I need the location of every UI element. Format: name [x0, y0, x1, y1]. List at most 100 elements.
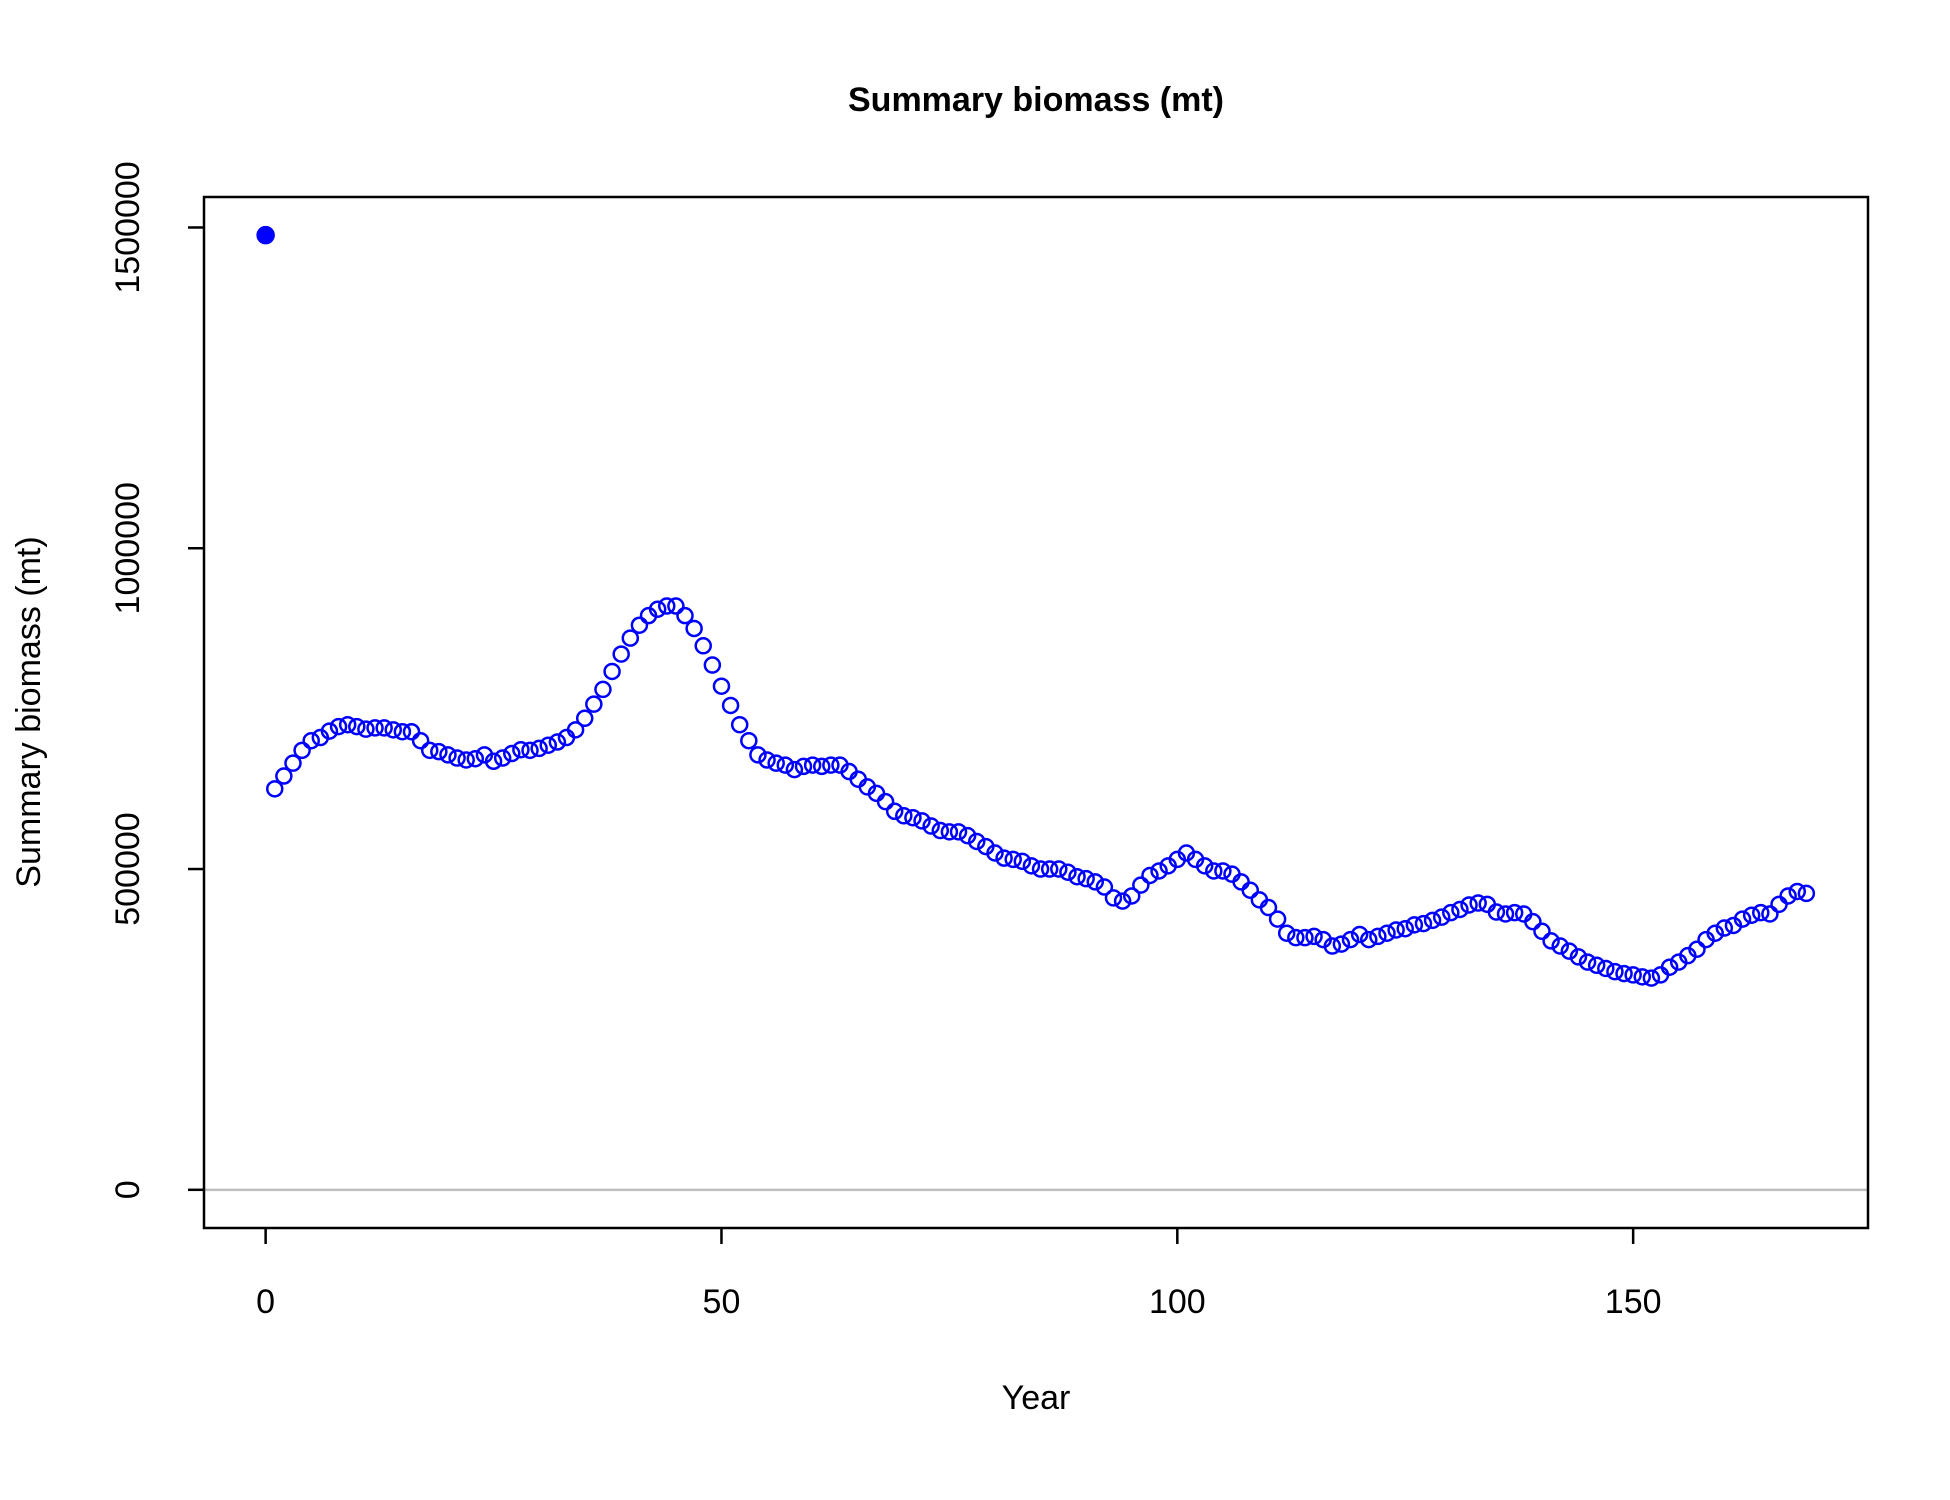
point [1059, 863, 1077, 881]
point [1715, 919, 1734, 937]
point [493, 749, 512, 767]
point [758, 751, 776, 769]
point [813, 757, 831, 776]
point [967, 832, 986, 851]
point [1524, 912, 1542, 931]
x-tick-label: 50 [703, 1283, 741, 1321]
point [1104, 889, 1123, 907]
point [1077, 869, 1095, 888]
plot-frame [202, 195, 1870, 1230]
point [1487, 903, 1506, 921]
point [1615, 964, 1633, 983]
point [1068, 867, 1086, 886]
point [1040, 860, 1059, 878]
point [1323, 937, 1342, 955]
point [521, 741, 539, 760]
point [776, 756, 795, 774]
point [1287, 928, 1305, 947]
point [785, 760, 804, 779]
point [895, 807, 913, 825]
point [1761, 905, 1779, 923]
point [1013, 852, 1032, 871]
point [1132, 876, 1150, 894]
x-tick-label: 150 [1605, 1283, 1662, 1321]
point [1542, 932, 1560, 950]
point [1296, 928, 1314, 947]
point [1642, 969, 1661, 987]
point [1733, 910, 1752, 928]
point [1569, 948, 1588, 966]
point [995, 849, 1013, 867]
point [1360, 930, 1378, 949]
x-tick-label: 0 [256, 1283, 275, 1321]
point [1560, 942, 1579, 960]
point [1195, 857, 1214, 875]
point [320, 722, 339, 740]
point [1423, 911, 1442, 930]
point [284, 754, 302, 772]
point [1451, 900, 1469, 919]
point [1660, 958, 1679, 976]
point [1797, 884, 1816, 903]
point [749, 746, 767, 764]
point [1551, 937, 1569, 955]
point [256, 225, 275, 245]
point [265, 780, 284, 798]
point [575, 709, 594, 728]
point [658, 597, 676, 615]
point [1587, 956, 1606, 975]
point [384, 721, 403, 739]
point [1150, 862, 1168, 880]
point [302, 731, 320, 750]
y-tick-label: 500000 [109, 812, 147, 925]
point [1496, 905, 1515, 923]
point [1022, 857, 1041, 875]
point [940, 823, 959, 841]
chart-title: Summary biomass (mt) [848, 81, 1224, 119]
point [648, 600, 667, 618]
point [667, 597, 685, 615]
point [1095, 878, 1114, 896]
point [1788, 882, 1807, 901]
point [293, 741, 311, 760]
point [338, 715, 357, 734]
point [1624, 966, 1642, 984]
point [612, 645, 630, 663]
point [1277, 924, 1296, 942]
point [439, 746, 457, 764]
point [457, 751, 475, 769]
point [803, 756, 822, 774]
point [1241, 881, 1259, 899]
point [949, 823, 968, 841]
point [402, 722, 421, 741]
point [1505, 903, 1524, 922]
point [676, 606, 694, 625]
point [603, 662, 621, 681]
point [448, 749, 466, 767]
point [1369, 927, 1387, 946]
point [922, 817, 940, 835]
point [1031, 860, 1050, 878]
point [1050, 860, 1068, 878]
point [1305, 927, 1323, 946]
point [1533, 922, 1551, 941]
point [1752, 903, 1770, 922]
point [694, 637, 712, 655]
point [585, 695, 603, 713]
point [1332, 935, 1351, 953]
point [503, 744, 521, 763]
point [740, 731, 758, 750]
point [712, 677, 731, 695]
point [885, 802, 904, 821]
point [366, 719, 384, 737]
point [512, 740, 530, 759]
point [1606, 962, 1624, 981]
point [1706, 924, 1724, 942]
point [375, 719, 393, 737]
point [1141, 866, 1159, 885]
point [876, 792, 895, 811]
point [1578, 953, 1597, 971]
point [1460, 896, 1478, 914]
point [986, 844, 1004, 862]
